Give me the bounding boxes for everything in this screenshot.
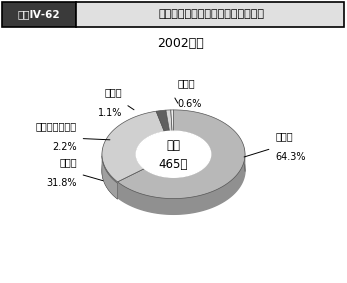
Polygon shape — [118, 110, 245, 199]
Text: 31.8%: 31.8% — [46, 178, 77, 188]
Polygon shape — [102, 111, 164, 182]
Polygon shape — [136, 133, 211, 186]
Text: 465人: 465人 — [159, 158, 188, 171]
Text: 2002年度: 2002年度 — [157, 37, 204, 50]
Polygon shape — [136, 147, 211, 193]
Text: 地方自治体の地域別研修員受入実績: 地方自治体の地域別研修員受入実績 — [159, 9, 265, 19]
Polygon shape — [102, 126, 245, 214]
Polygon shape — [136, 131, 211, 177]
Text: 大洋州: 大洋州 — [104, 87, 122, 97]
Text: 中南米: 中南米 — [59, 157, 77, 167]
Polygon shape — [102, 156, 118, 199]
Polygon shape — [102, 112, 245, 199]
Text: 合計: 合計 — [167, 139, 180, 152]
Text: 64.3%: 64.3% — [275, 152, 306, 162]
Text: 0.6%: 0.6% — [177, 99, 202, 109]
Polygon shape — [171, 110, 174, 131]
Text: 図表Ⅳ-62: 図表Ⅳ-62 — [18, 9, 60, 19]
Text: アジア: アジア — [275, 131, 293, 141]
Polygon shape — [136, 156, 144, 186]
Polygon shape — [156, 110, 170, 132]
Bar — [2, 2, 76, 27]
Text: 1.1%: 1.1% — [98, 108, 122, 118]
Polygon shape — [166, 110, 172, 131]
Text: 中東・アフリカ: 中東・アフリカ — [36, 121, 77, 131]
Text: 2.2%: 2.2% — [52, 142, 77, 152]
Bar — [76, 2, 344, 27]
Text: その他: その他 — [177, 78, 195, 88]
